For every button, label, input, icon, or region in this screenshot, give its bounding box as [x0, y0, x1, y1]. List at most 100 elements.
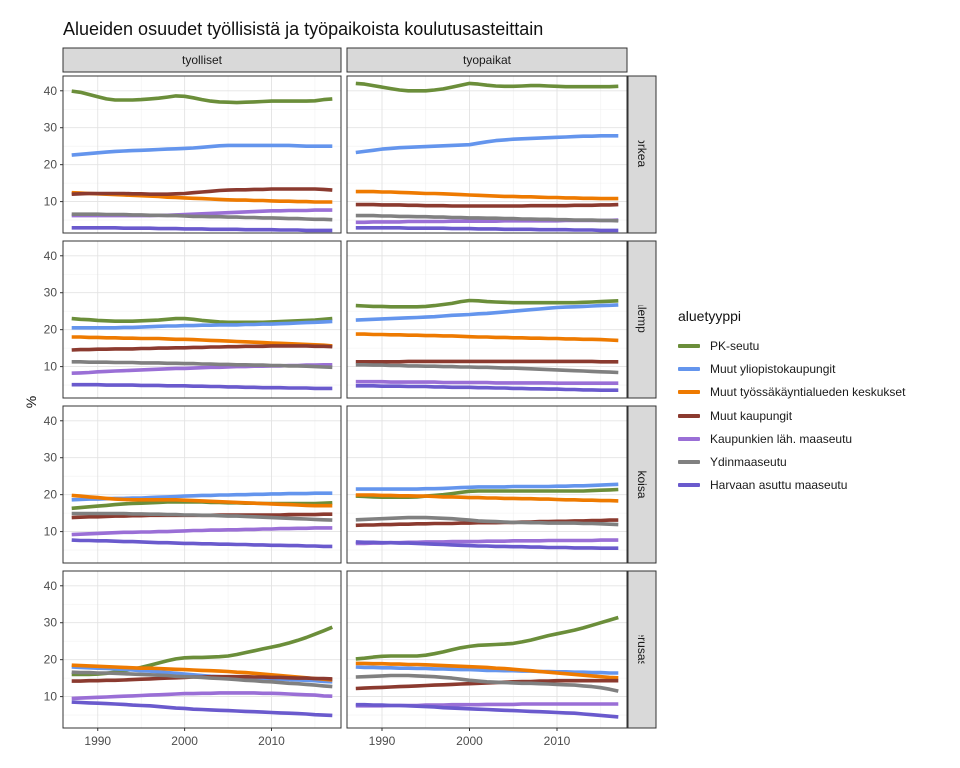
- y-tick-label: 20: [44, 323, 58, 337]
- y-tick-label: 30: [44, 451, 58, 465]
- strip-label: korkea tai alempi korkeakou: [635, 245, 649, 394]
- strip-top-tyopaikat: tyopaikat: [346, 47, 628, 73]
- x-tick-label: 2000: [456, 734, 483, 748]
- series-line-harvaan-asuttu-maaseutu: [71, 226, 333, 233]
- panel-tyopaikat-row2: [346, 405, 628, 564]
- legend-title: aluetyyppi: [678, 308, 742, 324]
- x-tick-label: 2010: [258, 734, 285, 748]
- y-tick-label: 20: [44, 158, 58, 172]
- series-line-ydinmaaseutu: [71, 212, 333, 222]
- series-line-harvaan-asuttu-maaseutu: [71, 538, 333, 549]
- legend-item-pk-seutu: PK-seutu: [678, 334, 905, 357]
- panel-background: [63, 406, 341, 563]
- series-line-muut-kaupungit: [71, 187, 333, 196]
- legend-key: [678, 366, 700, 371]
- strip-box: [627, 75, 657, 234]
- strip-right-2: aste tai erikoisammattikou: [627, 405, 657, 564]
- strip-box: [346, 47, 628, 73]
- y-tick-label: 40: [44, 414, 58, 428]
- panel-border: [62, 240, 342, 399]
- series-line-ydinmaaseutu: [71, 670, 333, 689]
- legend-key: [678, 483, 700, 488]
- panel-border: [346, 240, 628, 399]
- series-line-muut-yliopistokaupungit: [355, 482, 619, 491]
- series-line-ydinmaaseutu: [355, 673, 619, 693]
- series-line-muut-ty-ss-k-yntialueden-keskukset: [355, 332, 619, 343]
- series-line-ydinmaaseutu: [71, 359, 333, 370]
- y-tick-label: 30: [44, 286, 58, 300]
- series-line-muut-yliopistokaupungit: [355, 665, 619, 675]
- x-tick-label: 2000: [171, 734, 198, 748]
- series-line-harvaan-asuttu-maaseutu: [355, 226, 619, 233]
- legend-item-muut-ty-ss-k-yntialueden-keskukset: Muut työssäkäyntialueden keskukset: [678, 381, 905, 404]
- series-line-ydinmaaseutu: [355, 213, 619, 223]
- legend-key: [678, 436, 700, 441]
- series-line-muut-ty-ss-k-yntialueden-keskukset: [71, 493, 333, 508]
- y-tick-label: 10: [44, 195, 58, 209]
- y-tick-label: 10: [44, 360, 58, 374]
- strip-label: Ylempi korkea tai tutkija: [635, 91, 649, 218]
- series-line-muut-kaupungit: [355, 202, 619, 208]
- series-line-muut-ty-ss-k-yntialueden-keskukset: [355, 661, 619, 680]
- chart-title: Alueiden osuudet työllisistä ja työpaiko…: [63, 19, 544, 39]
- legend-key: [678, 343, 700, 348]
- legend-item-kaupunkien-l-h-maaseutu: Kaupunkien läh. maaseutu: [678, 427, 905, 450]
- series-line-muut-ty-ss-k-yntialueden-keskukset: [355, 493, 619, 503]
- panel-border: [346, 405, 628, 564]
- series-line-pk-seutu: [355, 298, 619, 309]
- x-tick-label: 1990: [84, 734, 111, 748]
- x-tick-label: 1990: [369, 734, 396, 748]
- series-line-pk-seutu: [355, 81, 619, 93]
- strip-right-3: Perusaste: [627, 570, 657, 729]
- panel-background: [347, 571, 627, 728]
- series-line-ydinmaaseutu: [355, 362, 619, 375]
- legend-label: Harvaan asuttu maaseutu: [710, 478, 848, 493]
- series-line-harvaan-asuttu-maaseutu: [355, 540, 619, 551]
- legend-label: Kaupunkien läh. maaseutu: [710, 431, 853, 446]
- panel-tyolliset-row0: [62, 75, 342, 234]
- strip-box: [627, 405, 657, 564]
- legend-label: Muut yliopistokaupungit: [710, 361, 836, 376]
- y-tick-label: 20: [44, 488, 58, 502]
- panel-border: [62, 405, 342, 564]
- legend-key: [678, 460, 700, 465]
- series-line-harvaan-asuttu-maaseutu: [355, 702, 619, 719]
- legend-item-muut-kaupungit: Muut kaupungit: [678, 404, 905, 427]
- panel-background: [63, 571, 341, 728]
- series-line-kaupunkien-l-h-maaseutu: [71, 691, 333, 701]
- legend-item-harvaan-asuttu-maaseutu: Harvaan asuttu maaseutu: [678, 474, 905, 497]
- series-line-harvaan-asuttu-maaseutu: [71, 382, 333, 391]
- series-line-pk-seutu: [71, 89, 333, 105]
- strip-label: tyopaikat: [463, 53, 512, 67]
- legend-label: PK-seutu: [710, 338, 760, 353]
- strip-top-tyolliset: tyolliset: [62, 47, 342, 73]
- strip-box: [62, 47, 342, 73]
- legend-item-ydinmaaseutu: Ydinmaaseutu: [678, 450, 905, 473]
- legend-label: Ydinmaaseutu: [710, 455, 787, 470]
- strip-box: [627, 240, 657, 399]
- legend-key: [678, 413, 700, 418]
- legend-label: Muut kaupungit: [710, 408, 793, 423]
- series-line-ydinmaaseutu: [71, 511, 333, 522]
- strip-label: aste tai erikoisammattikou: [635, 415, 649, 554]
- legend-key: [678, 390, 700, 395]
- series-line-harvaan-asuttu-maaseutu: [71, 700, 333, 718]
- panel-background: [347, 76, 627, 233]
- panel-border: [62, 570, 342, 729]
- legend: aluetyyppi PK-seutu Muut yliopistokaupung…: [678, 308, 905, 497]
- y-tick-label: 20: [44, 653, 58, 667]
- y-tick-label: 30: [44, 616, 58, 630]
- series-line-muut-kaupungit: [71, 344, 333, 352]
- strip-label: Perusaste: [635, 622, 649, 676]
- x-tick-label: 2010: [544, 734, 571, 748]
- panel-tyopaikat-row0: [346, 75, 628, 234]
- series-line-muut-ty-ss-k-yntialueden-keskukset: [71, 335, 333, 348]
- legend-label: Muut työssäkäyntialueden keskukset: [710, 385, 906, 400]
- panel-tyolliset-row3: [62, 570, 342, 729]
- legend-item-muut-yliopistokaupungit: Muut yliopistokaupungit: [678, 357, 905, 380]
- strip-box: [627, 570, 657, 729]
- panel-border: [62, 75, 342, 234]
- strip-right-1: korkea tai alempi korkeakou: [627, 240, 657, 399]
- y-tick-label: 40: [44, 579, 58, 593]
